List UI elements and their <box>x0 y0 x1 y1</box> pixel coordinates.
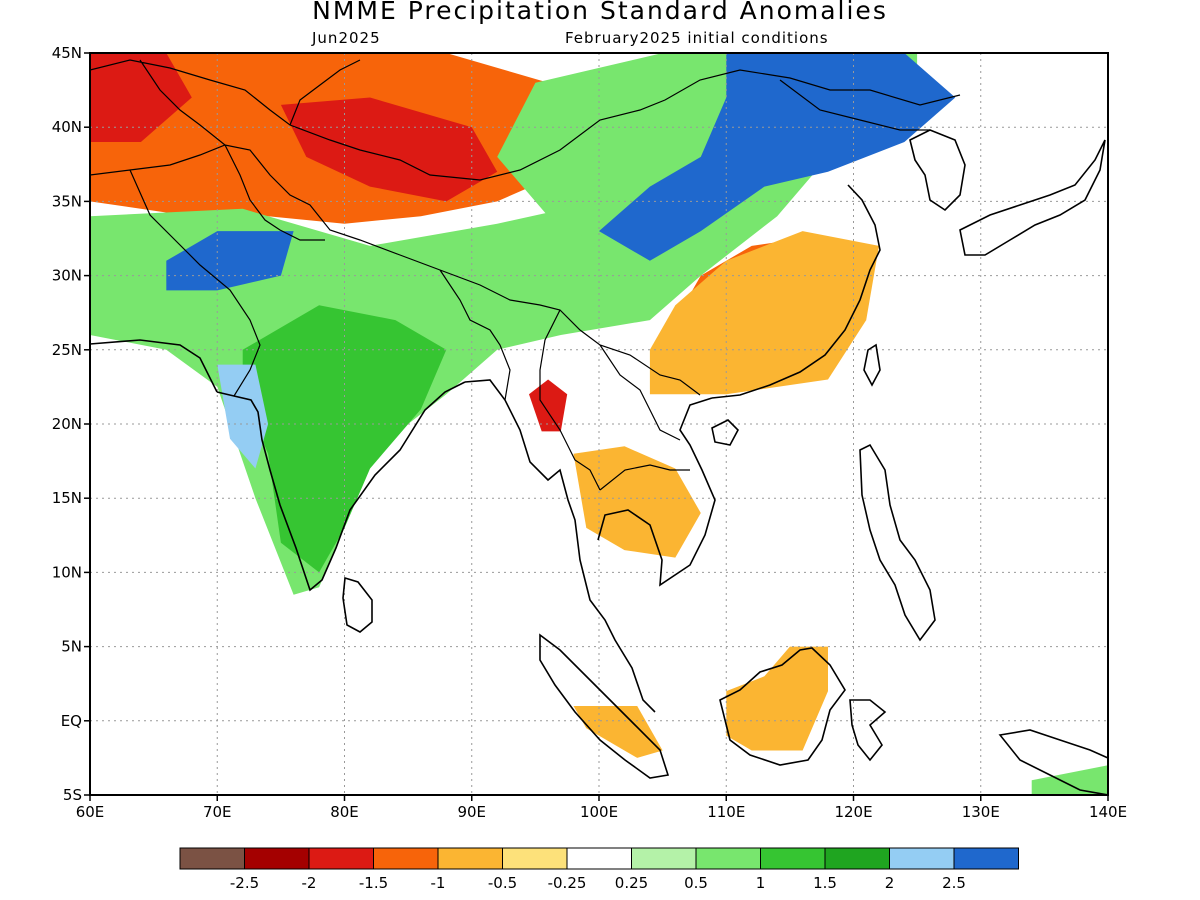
legend-label: -1.5 <box>359 874 388 892</box>
borneo-coastline <box>719 647 846 766</box>
legend-swatch <box>373 847 439 870</box>
lat-tick-label: 5N <box>61 638 82 656</box>
taiwan-coastline <box>863 343 881 387</box>
pakistan-coastline <box>90 339 218 393</box>
sumatra-dry-region <box>573 706 663 758</box>
legend-swatch <box>502 847 568 870</box>
legend-swatch <box>308 847 374 870</box>
myanmar-coastline <box>464 379 656 713</box>
hainan-coastline <box>711 419 739 446</box>
india-coastline <box>216 381 466 592</box>
sumatra-coastline <box>539 633 670 779</box>
legend-swatch <box>824 847 890 870</box>
legend-label: -0.25 <box>548 874 587 892</box>
legend-label: 1.5 <box>813 874 837 892</box>
lat-tick-label: 35N <box>52 192 82 210</box>
philippines-coastline <box>859 443 936 642</box>
country-borders <box>90 59 961 491</box>
sri-lanka-coastline <box>342 576 373 633</box>
lat-tick-label: EQ <box>61 712 82 730</box>
japan-coastline <box>959 139 1106 256</box>
legend-swatch <box>437 847 503 870</box>
legend-label: 2.5 <box>942 874 966 892</box>
initial-conditions-label: February2025 initial conditions <box>565 29 829 47</box>
lon-tick-label: 80E <box>330 803 359 821</box>
legend-label: -1 <box>431 874 446 892</box>
lat-tick-label: 40N <box>52 118 82 136</box>
lat-tick-label: 25N <box>52 341 82 359</box>
color-legend: -2.5 -2 -1.5 -1 -0.5 -0.25 0.25 0.5 1 1.5 2 2.5 <box>179 847 1019 892</box>
lat-tick-label: 30N <box>52 267 82 285</box>
legend-label: -0.5 <box>488 874 517 892</box>
anomaly-fields <box>90 53 1108 795</box>
legend-swatch <box>566 847 632 870</box>
legend-swatch <box>889 847 955 870</box>
indochina-dry-region <box>573 446 701 558</box>
legend-label: 0.5 <box>684 874 708 892</box>
new-guinea-coastline <box>998 729 1108 795</box>
lon-tick-label: 130E <box>962 803 1000 821</box>
tarim-dry-core-region <box>280 97 498 202</box>
lat-tick-label: 10N <box>52 563 82 581</box>
lat-tick-label: 5S <box>63 786 82 804</box>
coastlines <box>90 59 1108 795</box>
legend-swatch <box>244 847 310 870</box>
axis-labels: 60E 70E 80E 90E 100E 110E 120E 130E 140E 45N 40N 35… <box>52 44 1127 821</box>
new-guinea-wet-region <box>1031 765 1108 795</box>
north-china-very-wet-region <box>599 53 956 261</box>
lon-tick-label: 60E <box>76 803 105 821</box>
lon-tick-label: 110E <box>707 803 745 821</box>
south-china-coastline <box>711 184 881 399</box>
lat-tick-label: 45N <box>52 44 82 62</box>
southwest-china-dry-region <box>649 231 879 395</box>
lon-tick-label: 140E <box>1089 803 1127 821</box>
borneo-dry-region <box>726 646 828 751</box>
legend-swatch <box>953 847 1019 870</box>
sulawesi-coastline <box>849 699 887 762</box>
map-title: NMME Precipitation Standard Anomalies <box>312 0 888 25</box>
legend-swatch <box>179 847 245 870</box>
lon-tick-label: 90E <box>457 803 486 821</box>
legend-label: 0.25 <box>615 874 648 892</box>
legend-label: 2 <box>885 874 895 892</box>
target-month-label: Jun2025 <box>312 29 381 47</box>
legend-label: -2 <box>302 874 317 892</box>
legend-swatch <box>695 847 761 870</box>
legend-swatch <box>760 847 826 870</box>
lon-tick-label: 100E <box>580 803 618 821</box>
lon-tick-label: 70E <box>203 803 232 821</box>
lat-tick-label: 15N <box>52 489 82 507</box>
legend-label: -2.5 <box>230 874 259 892</box>
myanmar-dry-region <box>529 379 568 432</box>
legend-swatch <box>631 847 697 870</box>
lat-tick-label: 20N <box>52 415 82 433</box>
west-asia-dry-core-region <box>90 53 192 142</box>
legend-label: 1 <box>756 874 766 892</box>
gujarat-very-wet-region <box>217 364 269 469</box>
indochina-coastline <box>597 397 716 587</box>
korea-coastline <box>909 129 966 212</box>
lon-tick-label: 120E <box>834 803 872 821</box>
